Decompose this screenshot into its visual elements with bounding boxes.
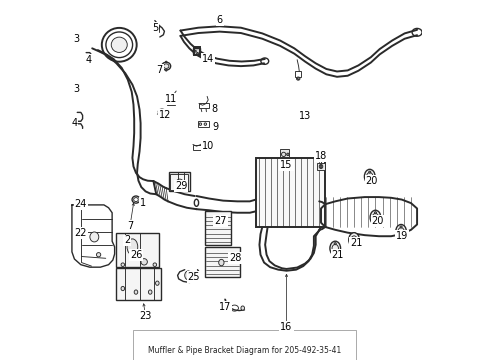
Ellipse shape: [374, 212, 376, 214]
Ellipse shape: [121, 263, 124, 266]
Ellipse shape: [165, 70, 166, 71]
Bar: [294, 72, 301, 77]
Bar: [280, 149, 288, 157]
Bar: [194, 47, 199, 55]
Ellipse shape: [196, 53, 198, 54]
Bar: [197, 121, 208, 127]
Ellipse shape: [329, 241, 340, 256]
Ellipse shape: [121, 287, 124, 291]
Text: Muffler & Pipe Bracket Diagram for 205-492-35-41: Muffler & Pipe Bracket Diagram for 205-4…: [147, 346, 341, 355]
Ellipse shape: [368, 171, 370, 173]
Bar: [199, 103, 208, 108]
Ellipse shape: [184, 271, 191, 280]
Text: 12: 12: [159, 110, 171, 120]
Ellipse shape: [286, 153, 288, 156]
Bar: [317, 163, 324, 170]
Text: 10: 10: [202, 141, 214, 151]
Ellipse shape: [134, 290, 138, 294]
Ellipse shape: [348, 233, 359, 247]
Bar: [169, 172, 189, 192]
Text: 26: 26: [129, 250, 142, 260]
Text: 6: 6: [216, 15, 222, 25]
Text: 15: 15: [280, 160, 292, 170]
Ellipse shape: [369, 210, 380, 225]
Ellipse shape: [111, 37, 127, 53]
Text: 2: 2: [123, 235, 130, 246]
Ellipse shape: [96, 253, 101, 257]
Ellipse shape: [399, 226, 401, 228]
Text: 5: 5: [151, 23, 158, 33]
Text: 22: 22: [74, 228, 87, 238]
Ellipse shape: [333, 243, 336, 245]
Bar: [205, 211, 230, 245]
Ellipse shape: [368, 180, 370, 182]
Bar: [166, 101, 174, 105]
Ellipse shape: [127, 239, 138, 255]
Text: 7: 7: [126, 221, 133, 231]
Ellipse shape: [320, 165, 321, 167]
Text: 17: 17: [218, 302, 231, 312]
Text: 4: 4: [85, 55, 92, 65]
Text: 19: 19: [395, 231, 407, 241]
Bar: [192, 145, 203, 150]
Ellipse shape: [148, 290, 152, 294]
Text: 3: 3: [73, 84, 80, 94]
Ellipse shape: [163, 64, 168, 68]
Ellipse shape: [199, 123, 201, 125]
Text: 24: 24: [75, 199, 87, 209]
Ellipse shape: [399, 235, 401, 237]
Text: 20: 20: [365, 176, 377, 186]
Text: 11: 11: [165, 94, 177, 104]
Text: 20: 20: [371, 216, 384, 226]
Ellipse shape: [203, 123, 206, 125]
Text: 9: 9: [212, 122, 218, 132]
Text: 28: 28: [229, 253, 241, 262]
Text: 21: 21: [350, 238, 362, 248]
Text: 1: 1: [140, 198, 146, 208]
Text: 21: 21: [331, 251, 343, 260]
Ellipse shape: [194, 50, 196, 52]
Ellipse shape: [364, 169, 374, 184]
Text: 25: 25: [187, 272, 200, 282]
Bar: [170, 174, 188, 190]
Ellipse shape: [395, 225, 406, 239]
Ellipse shape: [141, 258, 147, 265]
Text: 18: 18: [314, 151, 326, 161]
Text: 29: 29: [175, 181, 187, 192]
Text: 23: 23: [139, 311, 151, 321]
Text: 3: 3: [73, 35, 80, 44]
Ellipse shape: [241, 306, 244, 310]
Ellipse shape: [153, 263, 156, 266]
Ellipse shape: [155, 281, 159, 285]
Text: 7: 7: [156, 65, 163, 75]
Bar: [116, 233, 159, 267]
Text: 8: 8: [211, 104, 217, 114]
Ellipse shape: [165, 61, 166, 63]
Text: 14: 14: [202, 54, 214, 64]
Ellipse shape: [218, 259, 224, 266]
Ellipse shape: [296, 77, 300, 80]
Bar: [255, 158, 325, 227]
Text: 16: 16: [280, 321, 292, 332]
Ellipse shape: [90, 232, 99, 242]
Ellipse shape: [333, 252, 336, 254]
Bar: [192, 48, 200, 54]
Bar: [205, 247, 240, 277]
Ellipse shape: [374, 221, 376, 223]
Ellipse shape: [281, 152, 285, 157]
Bar: [116, 268, 161, 300]
Text: 4: 4: [71, 118, 77, 128]
Text: 27: 27: [214, 216, 226, 226]
Text: 13: 13: [298, 111, 310, 121]
